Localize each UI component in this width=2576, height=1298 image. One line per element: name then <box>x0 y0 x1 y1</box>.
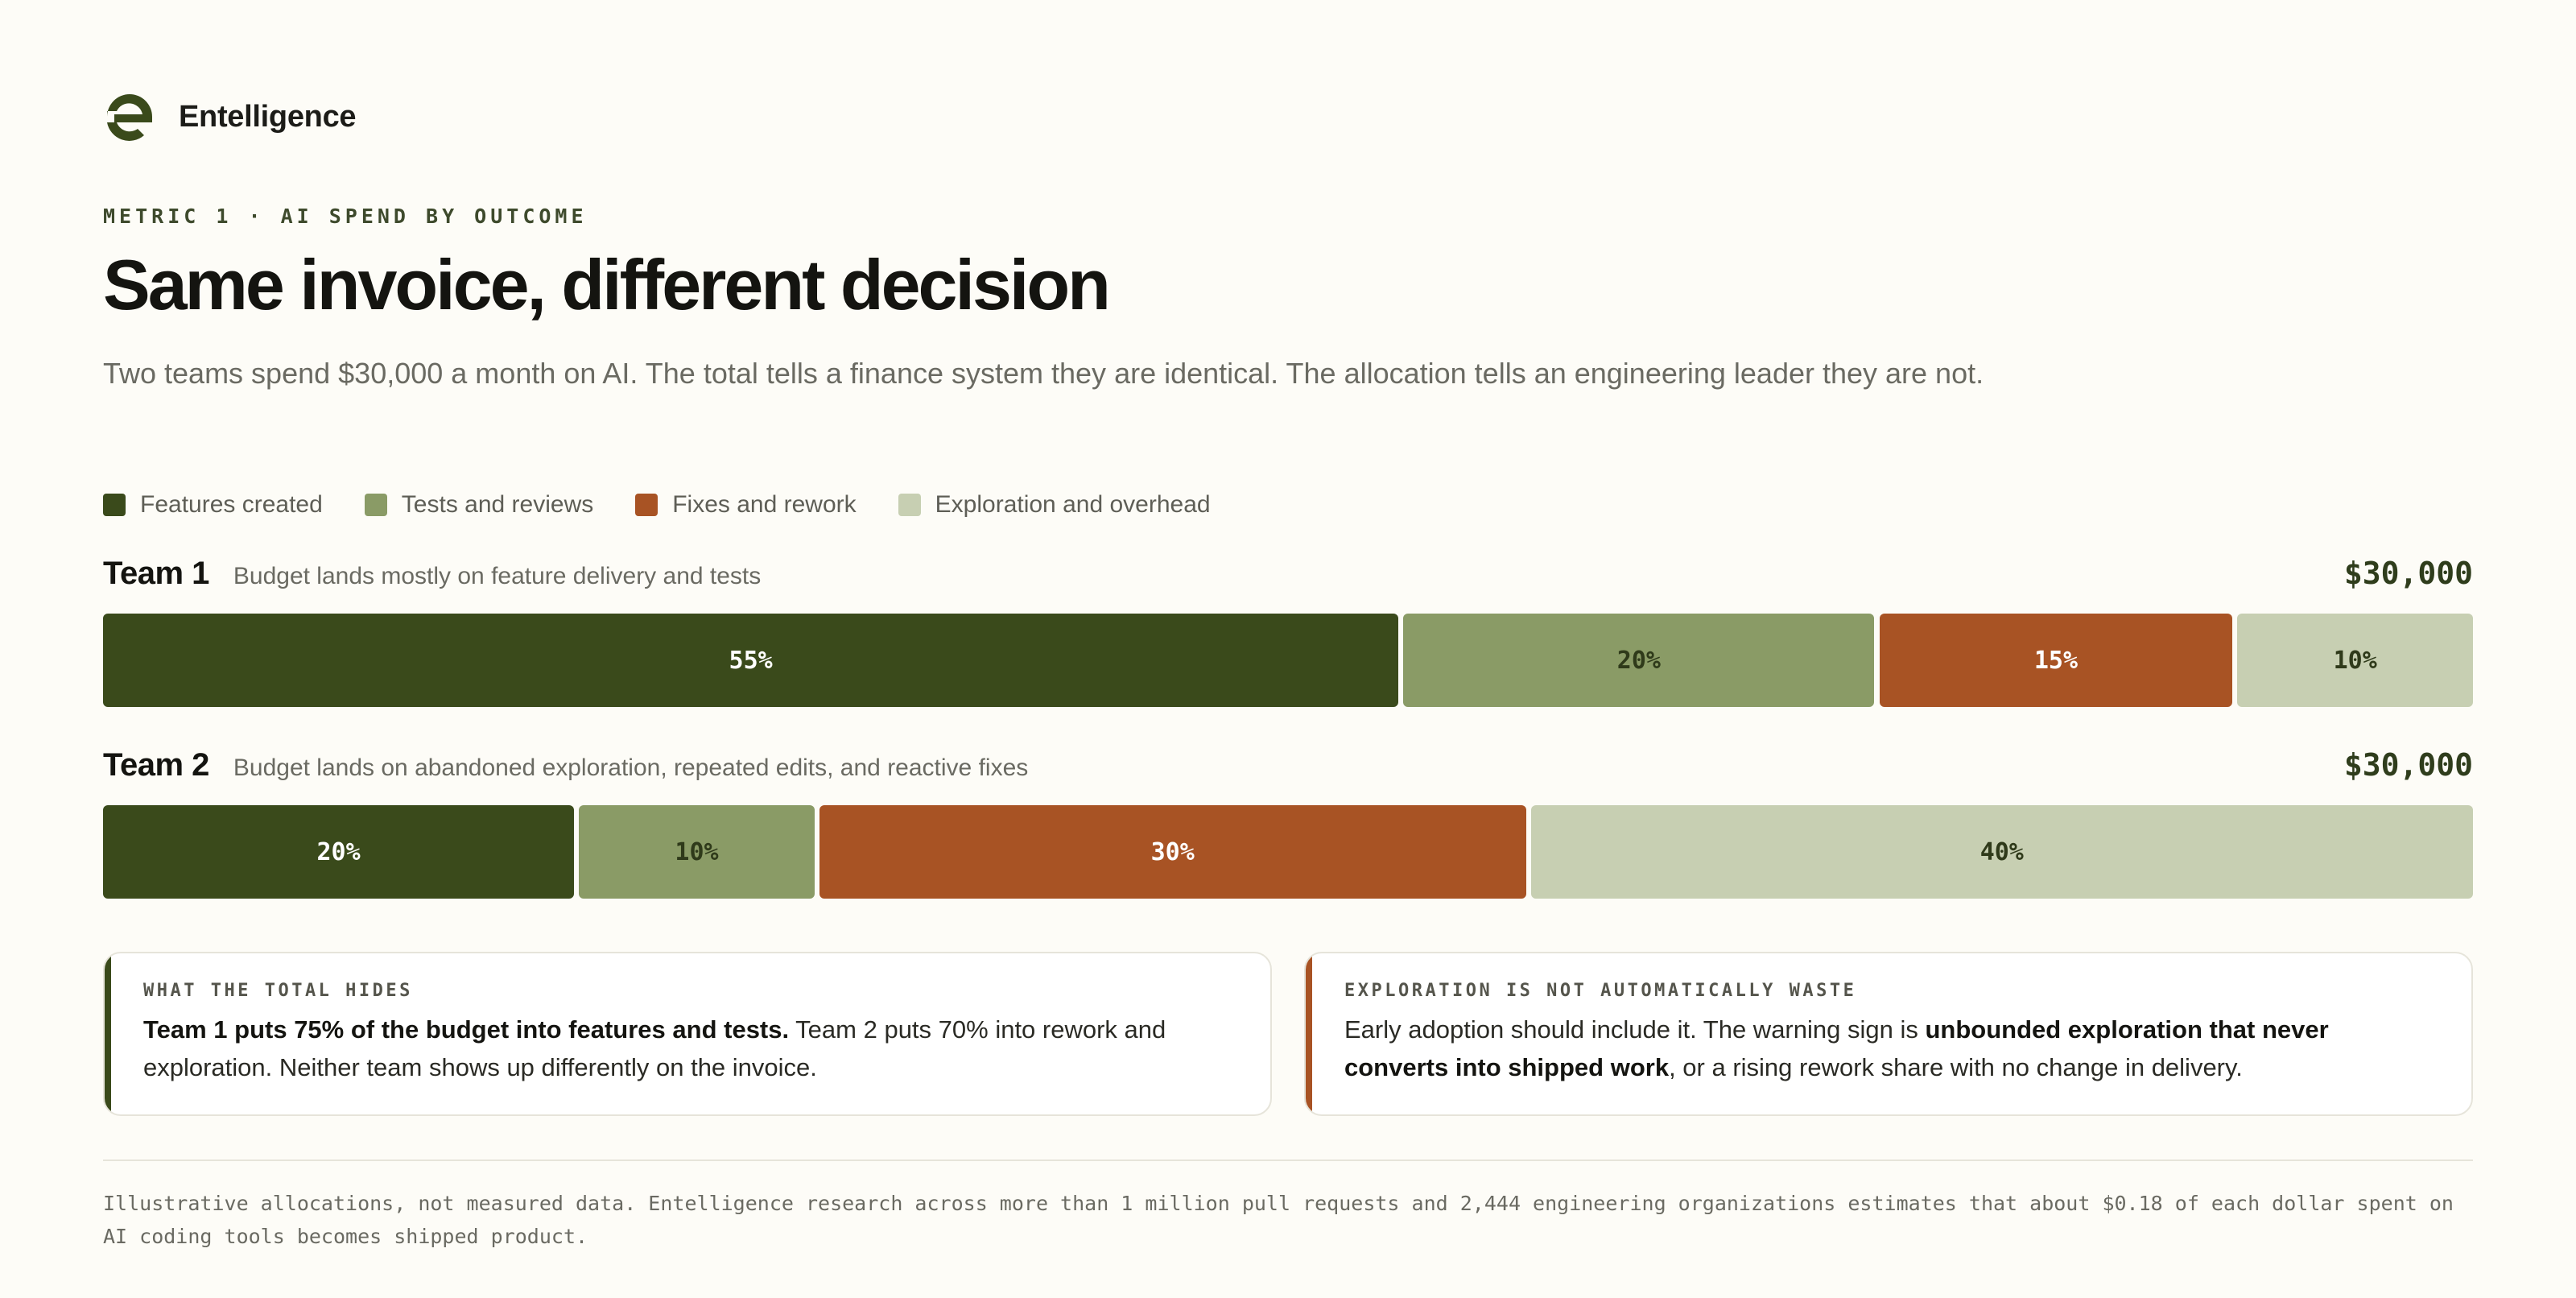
page-title: Same invoice, different decision <box>103 245 1111 324</box>
entelligence-e-logo-icon <box>107 94 152 141</box>
team-1-segment-features-label: 55% <box>729 646 773 675</box>
team-1-name: Team 1 <box>103 556 209 591</box>
chart-legend: Features created Tests and reviews Fixes… <box>103 491 1211 519</box>
callout-total-hides-body: Team 1 puts 75% of the budget into featu… <box>143 1011 1232 1086</box>
brand-header[interactable]: Entelligence <box>103 90 357 143</box>
team-1-segment-tests[interactable]: 20% <box>1403 614 1875 707</box>
callout-total-hides-rest: Team 2 puts 70% into rework and explorat… <box>143 1015 1166 1081</box>
callout-exploration-lead: Early adoption should include it. The wa… <box>1344 1015 1926 1044</box>
team-1-header: Team 1 Budget lands mostly on feature de… <box>103 556 2473 592</box>
callout-total-hides: WHAT THE TOTAL HIDES Team 1 puts 75% of … <box>103 952 1272 1116</box>
legend-swatch-tests <box>364 494 387 516</box>
team-2-bar: 20% 10% 30% 40% <box>103 805 2473 899</box>
callout-total-hides-label: WHAT THE TOTAL HIDES <box>143 981 413 1001</box>
legend-swatch-features <box>103 494 126 516</box>
team-2-segment-fixes[interactable]: 30% <box>819 805 1526 899</box>
eyebrow-label: METRIC 1 · AI SPEND BY OUTCOME <box>103 205 588 228</box>
footnote: Illustrative allocations, not measured d… <box>103 1192 2454 1248</box>
team-2-name: Team 2 <box>103 747 209 783</box>
legend-item-fixes: Fixes and rework <box>635 491 857 519</box>
team-1-segment-exploration[interactable]: 10% <box>2237 614 2473 707</box>
team-1-segment-fixes-label: 15% <box>2033 646 2079 675</box>
team-2-total: $30,000 <box>2343 747 2473 783</box>
callout-exploration-body: Early adoption should include it. The wa… <box>1344 1011 2433 1086</box>
team-2-segment-fixes-label: 30% <box>1150 837 1195 866</box>
legend-swatch-fixes <box>635 494 658 516</box>
team-1-total: $30,000 <box>2343 556 2473 591</box>
legend-label-features: Features created <box>140 491 323 518</box>
legend-label-exploration: Exploration and overhead <box>935 491 1211 518</box>
page-subtitle: Two teams spend $30,000 a month on AI. T… <box>103 357 1984 390</box>
team-2-segment-tests-label: 10% <box>675 837 719 866</box>
legend-item-features: Features created <box>103 491 323 519</box>
callout-exploration-label: EXPLORATION IS NOT AUTOMATICALLY WASTE <box>1344 981 1857 1001</box>
brand-name: Entelligence <box>179 99 357 134</box>
team-2-segment-tests[interactable]: 10% <box>579 805 815 899</box>
legend-swatch-exploration <box>898 494 921 516</box>
legend-item-tests: Tests and reviews <box>364 491 594 519</box>
team-1-bar: 55% 20% 15% 10% <box>103 614 2473 707</box>
footer-divider <box>103 1160 2473 1161</box>
team-1-description: Budget lands mostly on feature delivery … <box>233 563 762 589</box>
team-1-segment-exploration-label: 10% <box>2333 646 2377 675</box>
team-1-segment-tests-label: 20% <box>1616 646 1661 675</box>
callout-exploration-tail: , or a rising rework share with no chang… <box>1669 1053 2243 1081</box>
team-2-segment-exploration-label: 40% <box>1979 837 2024 866</box>
callout-total-hides-bold: Team 1 puts 75% of the budget into featu… <box>143 1015 790 1044</box>
team-2-header: Team 2 Budget lands on abandoned explora… <box>103 747 2473 783</box>
team-1-segment-fixes[interactable]: 15% <box>1879 614 2233 707</box>
team-1-segment-features[interactable]: 55% <box>103 614 1399 707</box>
team-2-segment-features-label: 20% <box>316 837 361 866</box>
team-2-segment-exploration[interactable]: 40% <box>1530 805 2473 899</box>
legend-item-exploration: Exploration and overhead <box>898 491 1211 519</box>
callout-exploration: EXPLORATION IS NOT AUTOMATICALLY WASTE E… <box>1304 952 2473 1116</box>
legend-label-tests: Tests and reviews <box>401 491 594 518</box>
team-2-description: Budget lands on abandoned exploration, r… <box>233 754 1029 781</box>
team-2-segment-features[interactable]: 20% <box>103 805 575 899</box>
legend-label-fixes: Fixes and rework <box>672 491 857 518</box>
callout-exploration-bold: unbounded exploration that never convert… <box>1344 1015 2329 1081</box>
